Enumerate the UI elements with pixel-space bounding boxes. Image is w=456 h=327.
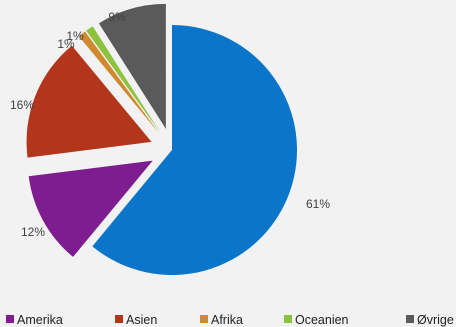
legend-label--vrige: Øvrige [417, 313, 454, 327]
legend: Amerika Asien Afrika Oceanien Øvrige [6, 313, 454, 327]
pie-slice-amerika [28, 160, 153, 257]
legend-label-oceanien: Oceanien [295, 313, 349, 327]
legend-item-asien: Asien [115, 313, 157, 327]
data-label--vrige: 9% [108, 10, 126, 24]
legend-swatch-oceanien [284, 315, 292, 323]
legend-item--vrige: Øvrige [406, 313, 454, 327]
data-label-amerika: 12% [21, 225, 45, 239]
legend-label-afrika: Afrika [211, 313, 243, 327]
legend-item-oceanien: Oceanien [284, 313, 349, 327]
data-label-oceanien: 1% [66, 29, 84, 43]
pie-slice-afrika [78, 31, 159, 133]
legend-swatch-afrika [200, 315, 208, 323]
legend-item-amerika: Amerika [6, 313, 63, 327]
pie-slice--vrige [98, 3, 166, 129]
data-labels: 61% 12% 16% 1%1% 9% [10, 10, 330, 239]
legend-label-asien: Asien [126, 313, 157, 327]
legend-swatch-amerika [6, 315, 14, 323]
pie-slice-europa [92, 25, 298, 275]
legend-swatch--vrige [406, 315, 414, 323]
legend-item-afrika: Afrika [200, 313, 243, 327]
legend-swatch-asien [115, 315, 123, 323]
pie-slices [26, 3, 298, 275]
pie-slice-oceanien [86, 26, 160, 132]
data-label-europa: 61% [306, 197, 330, 211]
legend-label-amerika: Amerika [17, 313, 63, 327]
pie-slice-asien [26, 45, 152, 158]
data-label-afrika: 1% [57, 37, 75, 51]
data-label-asien: 16% [10, 98, 34, 112]
